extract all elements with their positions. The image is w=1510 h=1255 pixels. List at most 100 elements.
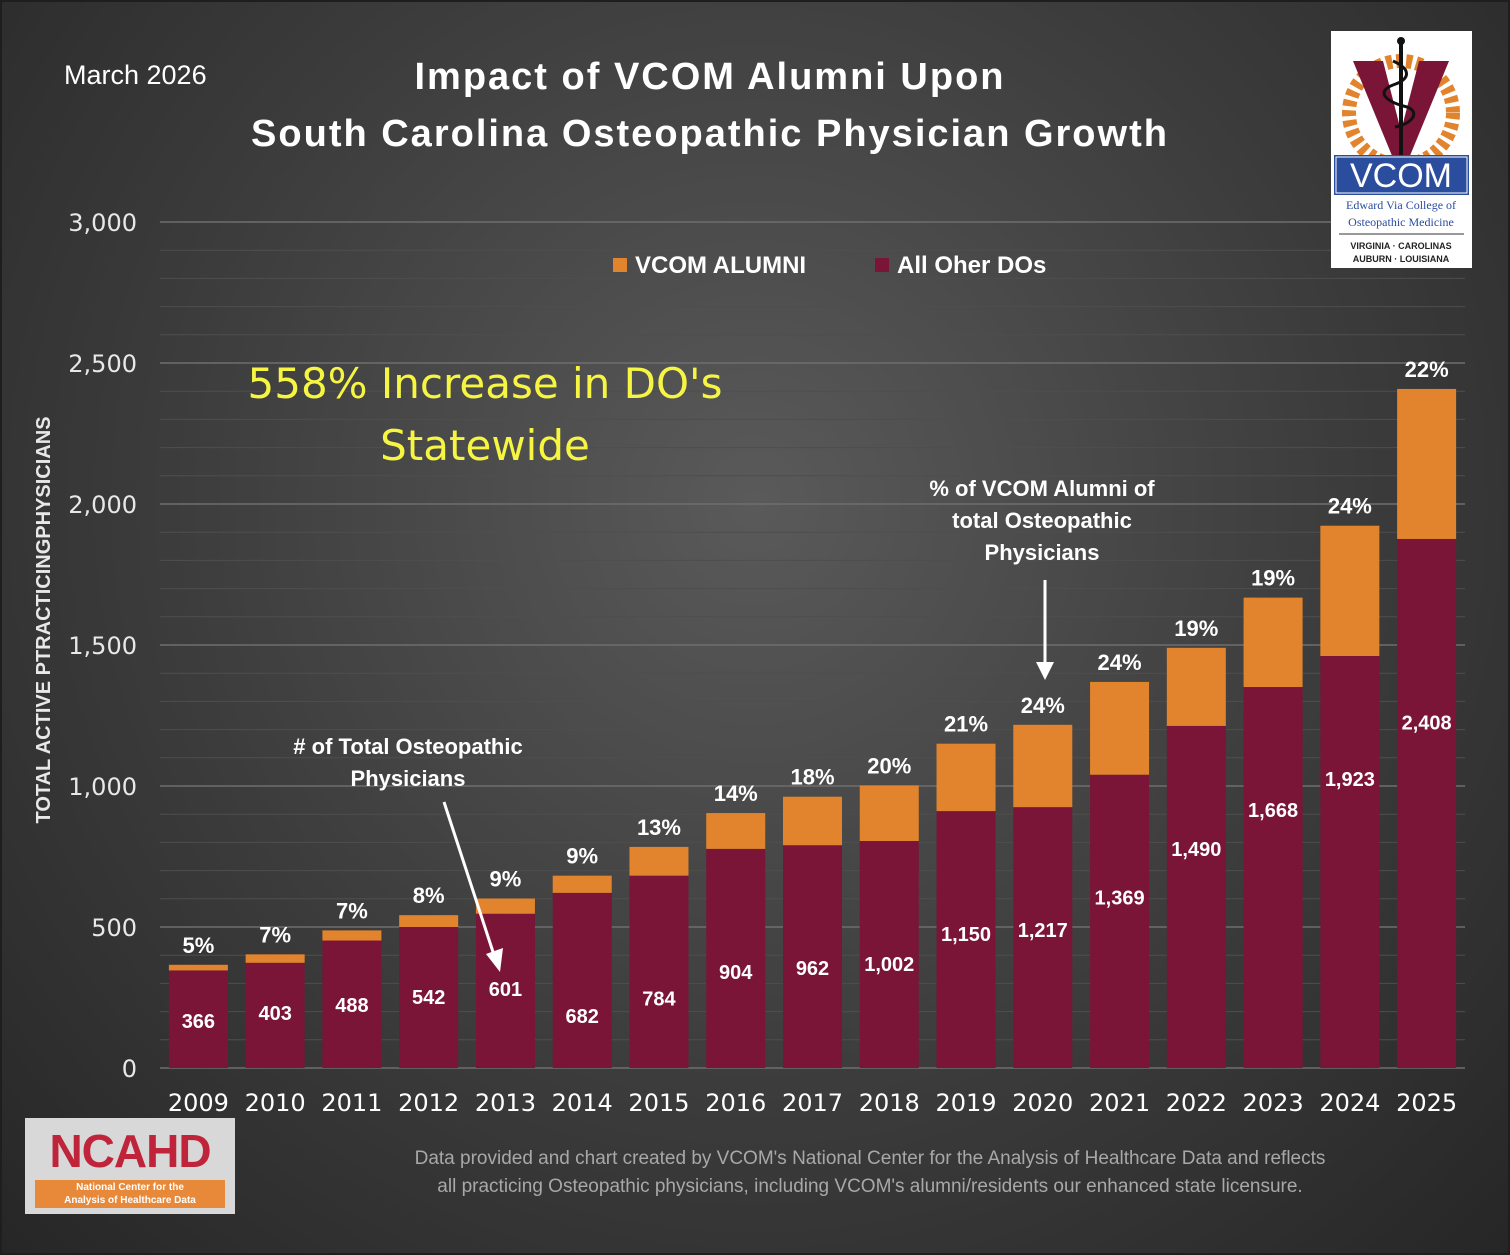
vcom-logo: VCOM Edward Via College of Osteopathic M… xyxy=(1331,31,1472,268)
total-label-2024: 1,923 xyxy=(1325,769,1375,791)
bar-vcom-alumni-2010 xyxy=(245,954,305,963)
bar-vcom-alumni-2018 xyxy=(859,785,919,841)
percent-label-2009: 5% xyxy=(182,933,214,958)
bar-other-dos-2017 xyxy=(783,845,842,1068)
total-note-arrow-line xyxy=(442,801,496,956)
bar-vcom-alumni-2017 xyxy=(783,796,842,846)
vcom-emblem-icon: VCOM Edward Via College of Osteopathic M… xyxy=(1334,37,1469,264)
percent-label-2010: 7% xyxy=(259,922,291,947)
report-date: March 2026 xyxy=(64,60,207,90)
total-label-2013: 601 xyxy=(489,979,522,1001)
percent-label-2025: 22% xyxy=(1405,357,1449,382)
x-tick-label: 2013 xyxy=(475,1089,536,1117)
pct-note-line3: Physicians xyxy=(985,540,1100,565)
y-tick-label: 3,000 xyxy=(68,209,137,237)
total-label-2009: 366 xyxy=(182,1011,215,1033)
x-tick-label: 2023 xyxy=(1243,1089,1304,1117)
total-label-2011: 488 xyxy=(335,995,368,1017)
bar-other-dos-2022 xyxy=(1166,725,1226,1068)
y-tick-label: 0 xyxy=(122,1055,137,1083)
percent-label-2019: 21% xyxy=(944,712,988,737)
bar-other-dos-2012 xyxy=(399,927,459,1068)
bar-vcom-alumni-2020 xyxy=(1013,724,1073,808)
percent-label-2015: 13% xyxy=(637,815,681,840)
bar-vcom-alumni-2016 xyxy=(706,813,766,849)
y-tick-label: 1,500 xyxy=(68,632,137,660)
bar-other-dos-2009 xyxy=(168,970,228,1068)
percent-label-2014: 9% xyxy=(566,844,598,869)
total-label-2016: 904 xyxy=(719,962,753,984)
ncahd-logo-line2: Analysis of Healthcare Data xyxy=(64,1195,196,1206)
vcom-logo-name: VCOM xyxy=(1350,157,1452,195)
footnote-line2: all practicing Osteopathic physicians, i… xyxy=(437,1176,1303,1197)
total-note-annotation: # of Total Osteopathic Physicians xyxy=(293,734,522,791)
bar-other-dos-2013 xyxy=(475,913,535,1068)
bar-vcom-alumni-2022 xyxy=(1166,647,1226,726)
percent-label-2018: 20% xyxy=(867,753,911,778)
x-tick-label: 2011 xyxy=(321,1089,382,1117)
bar-vcom-alumni-2013 xyxy=(475,898,535,914)
legend-label-other-dos: All Oher DOs xyxy=(897,252,1046,279)
ncahd-logo-line1: National Center for the xyxy=(76,1182,184,1193)
y-tick-label: 2,000 xyxy=(68,491,137,519)
percent-label-2017: 18% xyxy=(790,765,834,790)
total-label-2018: 1,002 xyxy=(864,954,914,976)
bar-vcom-alumni-2009 xyxy=(168,964,228,971)
total-label-2015: 784 xyxy=(642,989,676,1011)
vcom-logo-line2: Osteopathic Medicine xyxy=(1348,215,1454,229)
bar-vcom-alumni-2015 xyxy=(629,846,689,876)
y-axis-label: TOTAL ACTIVE PTRACTICINGPHYSICIANS xyxy=(33,416,55,823)
total-label-2014: 682 xyxy=(566,1006,599,1028)
ncahd-logo-subtitle: National Center for the Analysis of Heal… xyxy=(35,1180,225,1208)
total-label-2022: 1,490 xyxy=(1171,839,1221,861)
x-tick-label: 2012 xyxy=(398,1089,459,1117)
bar-other-dos-2014 xyxy=(552,892,612,1068)
ncahd-logo-name: NCAHD xyxy=(49,1125,211,1177)
bar-other-dos-2024 xyxy=(1320,655,1380,1068)
bar-vcom-alumni-2023 xyxy=(1243,597,1303,688)
total-label-2017: 962 xyxy=(796,958,829,980)
pct-note-line2: total Osteopathic xyxy=(952,508,1132,533)
bar-other-dos-2018 xyxy=(859,840,919,1068)
percent-label-2024: 24% xyxy=(1328,494,1372,519)
total-label-2021: 1,369 xyxy=(1095,888,1145,910)
vcom-logo-line3: VIRGINIA · CAROLINAS xyxy=(1350,241,1451,251)
x-tick-label: 2014 xyxy=(552,1089,613,1117)
total-label-2019: 1,150 xyxy=(941,924,991,946)
bar-other-dos-2011 xyxy=(322,940,382,1068)
percent-label-2021: 24% xyxy=(1098,650,1142,675)
x-tick-label: 2017 xyxy=(782,1089,843,1117)
bar-other-dos-2010 xyxy=(245,962,305,1068)
legend: VCOM ALUMNI All Oher DOs xyxy=(613,252,1046,279)
bar-vcom-alumni-2011 xyxy=(322,930,382,941)
total-label-2023: 1,668 xyxy=(1248,800,1298,822)
x-tick-label: 2015 xyxy=(628,1089,689,1117)
bars: 366 5% 403 7% 488 7% 542 8% 601 9% 682 9% 784 13% 904 1… xyxy=(168,357,1457,1068)
x-tick-label: 2022 xyxy=(1166,1089,1227,1117)
bar-vcom-alumni-2025 xyxy=(1397,388,1457,539)
x-tick-label: 2016 xyxy=(705,1089,766,1117)
x-tick-label: 2024 xyxy=(1319,1089,1380,1117)
pct-note-line1: % of VCOM Alumni of xyxy=(929,476,1155,501)
bar-other-dos-2023 xyxy=(1243,687,1303,1068)
increase-annotation: 558% Increase in DO's Statewide xyxy=(248,359,723,470)
pct-note-arrow-head xyxy=(1036,662,1054,680)
x-tick-label: 2020 xyxy=(1012,1089,1073,1117)
bar-other-dos-2015 xyxy=(629,875,689,1068)
y-tick-label: 500 xyxy=(91,914,137,942)
x-tick-label: 2021 xyxy=(1089,1089,1150,1117)
total-note-line2: Physicians xyxy=(351,766,466,791)
ncahd-logo: NCAHD National Center for the Analysis o… xyxy=(25,1118,235,1214)
footnote: Data provided and chart created by VCOM'… xyxy=(330,1145,1410,1201)
percent-label-2023: 19% xyxy=(1251,566,1295,591)
total-label-2012: 542 xyxy=(412,987,445,1009)
bar-other-dos-2019 xyxy=(936,811,996,1068)
total-label-2025: 2,408 xyxy=(1402,713,1452,735)
bar-vcom-alumni-2024 xyxy=(1320,525,1380,656)
bar-other-dos-2016 xyxy=(706,848,766,1068)
percent-label-2013: 9% xyxy=(490,867,522,892)
bar-vcom-alumni-2019 xyxy=(936,743,996,812)
x-axis-ticks: 2009 2010 2011 2012 2013 2014 2015 2016 2017 2018… xyxy=(168,1089,1457,1117)
bar-vcom-alumni-2012 xyxy=(399,915,459,927)
